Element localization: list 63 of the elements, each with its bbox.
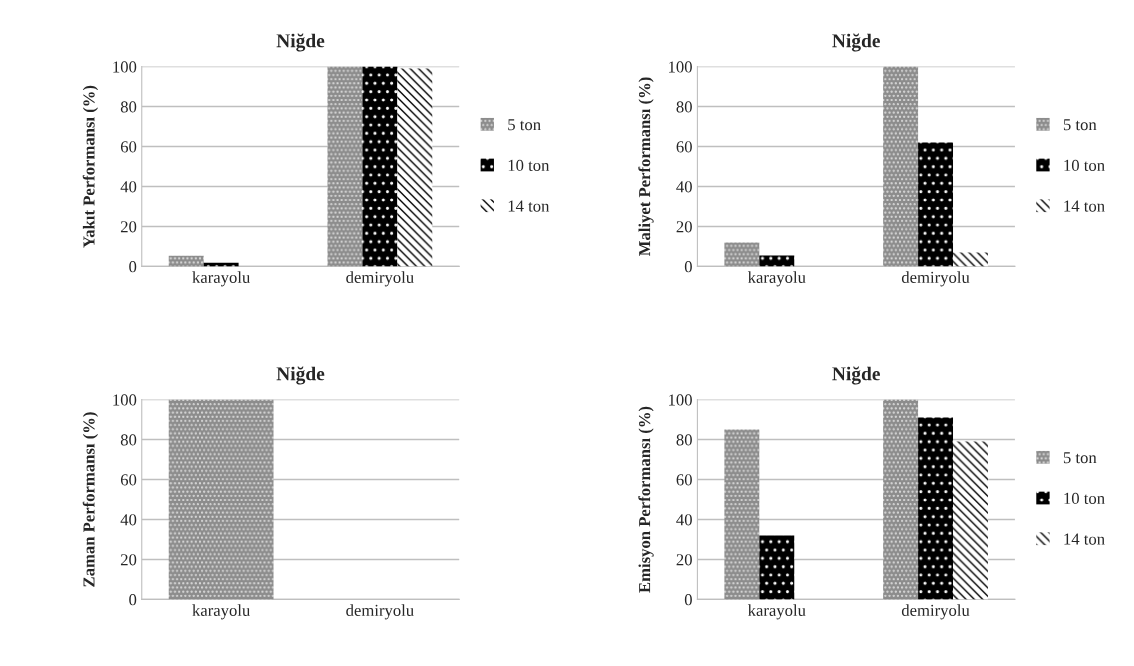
bar <box>168 255 204 267</box>
y-axis-title: Yakıt Performansı (%) <box>82 85 98 248</box>
bar <box>953 441 988 600</box>
chart-title: Niğde <box>832 33 880 52</box>
y-tick-label: 0 <box>129 261 137 273</box>
y-tick-label: 0 <box>684 594 692 606</box>
bar <box>918 142 954 267</box>
y-axis-title: Zaman Performansı (%) <box>82 412 98 587</box>
bar <box>327 66 363 267</box>
y-tick-label: 100 <box>113 61 137 73</box>
legend-label: 5 ton <box>508 119 541 131</box>
y-tick-label: 20 <box>120 221 137 233</box>
y-tick-label: 100 <box>669 61 692 73</box>
legend-label: 14 ton <box>1064 200 1105 212</box>
y-tick-label: 80 <box>676 101 692 113</box>
x-tick-label: demiryolu <box>901 271 970 287</box>
x-tick-label: demiryolu <box>346 271 414 287</box>
bar <box>724 429 760 600</box>
y-tick-label: 40 <box>120 514 137 526</box>
x-tick-label: karayolu <box>192 604 250 620</box>
x-tick-label: karayolu <box>192 271 250 287</box>
legend-label: 14 ton <box>1064 533 1105 545</box>
y-tick-label: 40 <box>676 181 692 193</box>
bar <box>362 66 398 267</box>
y-tick-label: 60 <box>676 141 692 153</box>
y-tick-label: 80 <box>120 434 137 446</box>
legend-label: 10 ton <box>1064 159 1105 171</box>
bar <box>953 252 988 267</box>
y-tick-label: 40 <box>676 514 692 526</box>
bar <box>883 399 919 600</box>
y-tick-label: 0 <box>129 594 137 606</box>
y-tick-label: 0 <box>684 261 692 273</box>
y-tick-label: 40 <box>120 181 137 193</box>
x-tick-label: karayolu <box>747 271 806 287</box>
legend-label: 10 ton <box>508 159 550 171</box>
y-axis-title: Maliyet Performansı (%) <box>638 77 654 256</box>
legend-label: 5 ton <box>1063 452 1097 464</box>
y-tick-label: 20 <box>120 554 137 566</box>
legend-label: 14 ton <box>508 200 550 212</box>
x-tick-label: karayolu <box>747 604 806 620</box>
chart-title: Niğde <box>832 366 880 385</box>
y-axis-title: Emisyon Performansı (%) <box>638 406 654 593</box>
legend-label: 10 ton <box>1064 492 1105 504</box>
y-tick-label: 100 <box>669 394 692 406</box>
y-tick-label: 60 <box>120 141 137 153</box>
y-tick-label: 20 <box>676 221 692 233</box>
bar <box>724 242 760 267</box>
x-tick-label: demiryolu <box>901 604 970 620</box>
y-tick-label: 100 <box>113 394 137 406</box>
chart-title: Niğde <box>276 366 325 385</box>
y-tick-label: 60 <box>120 474 137 486</box>
bar <box>883 66 919 267</box>
bar <box>759 535 795 600</box>
x-tick-label: demiryolu <box>346 604 414 620</box>
bar <box>918 417 954 600</box>
y-tick-label: 60 <box>676 474 692 486</box>
bar <box>397 68 433 267</box>
y-tick-label: 20 <box>676 554 692 566</box>
legend-label: 5 ton <box>1063 119 1097 131</box>
chart-title: Niğde <box>276 33 325 52</box>
y-tick-label: 80 <box>676 434 692 446</box>
y-tick-label: 80 <box>120 101 137 113</box>
bar <box>759 255 795 267</box>
